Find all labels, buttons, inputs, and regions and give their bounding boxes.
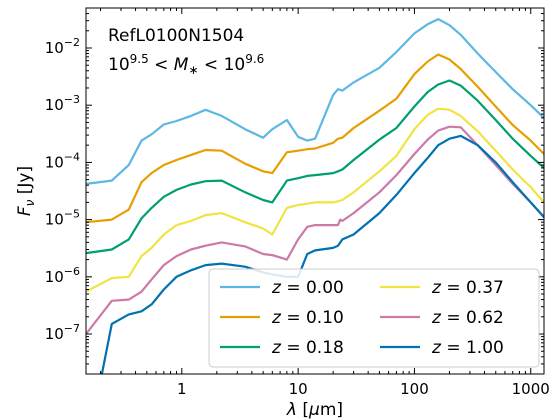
- legend-var: z: [431, 278, 442, 298]
- legend-var: z: [431, 338, 442, 358]
- annot-mid2: <: [199, 55, 224, 75]
- annot-base2: 10: [224, 55, 246, 75]
- x-label-open: [: [297, 400, 309, 420]
- x-tick-label: 100: [400, 380, 429, 398]
- annotation-line2: 109.5 < M∗ < 109.6: [108, 52, 264, 77]
- x-tick-label: 1: [177, 380, 187, 398]
- y-tick-label: 10−6: [45, 265, 80, 286]
- series-line-5: [100, 134, 544, 374]
- series-line-4: [86, 125, 544, 335]
- annot-sub: ∗: [188, 63, 198, 77]
- annot-base1: 10: [108, 55, 130, 75]
- y-tick-base: 10: [45, 268, 64, 286]
- annot-sym: M: [174, 55, 189, 75]
- series-line-0: [86, 18, 544, 185]
- annot-sup2: 9.6: [245, 52, 264, 66]
- y-tick-base: 10: [45, 39, 64, 57]
- legend-label-1: z = 0.10: [271, 308, 344, 328]
- x-tick-label: 1000: [512, 380, 550, 398]
- y-label-var: F: [15, 206, 35, 216]
- y-tick-label: 10−4: [45, 150, 80, 171]
- x-axis-label: λ [μm]: [286, 400, 343, 420]
- legend-value: = 1.00: [441, 338, 504, 358]
- x-tick-label: 10: [289, 380, 308, 398]
- legend-box: [208, 268, 540, 368]
- series-line-2: [86, 79, 544, 255]
- y-label-unit: [Jy]: [15, 166, 35, 200]
- legend-value: = 0.00: [281, 278, 344, 298]
- y-tick-label: 10−2: [45, 36, 80, 57]
- y-tick-label: 10−3: [45, 93, 80, 114]
- y-tick-exp: −7: [64, 322, 80, 335]
- legend-value: = 0.62: [441, 308, 504, 328]
- y-axis-label: Fν [Jy]: [15, 166, 37, 216]
- series-line-1: [86, 53, 544, 224]
- legend-value: = 0.37: [441, 278, 504, 298]
- annot-sup1: 9.5: [130, 52, 149, 66]
- x-label-close: m]: [320, 400, 343, 420]
- legend-label-0: z = 0.00: [271, 278, 344, 298]
- legend-var: z: [431, 308, 442, 328]
- y-tick-exp: −2: [64, 36, 80, 49]
- legend-var: z: [271, 338, 282, 358]
- annot-mid1: <: [149, 55, 174, 75]
- series-line-3: [86, 107, 544, 293]
- legend-var: z: [271, 278, 282, 298]
- legend-value: = 0.10: [281, 308, 344, 328]
- legend: z = 0.00z = 0.10z = 0.18z = 0.37z = 0.62…: [208, 268, 540, 368]
- x-label-mu: μ: [308, 400, 320, 420]
- legend-entries: z = 0.00z = 0.10z = 0.18z = 0.37z = 0.62…: [220, 278, 504, 358]
- legend-label-5: z = 1.00: [431, 338, 504, 358]
- x-label-var: λ: [286, 400, 297, 420]
- legend-value: = 0.18: [281, 338, 344, 358]
- y-tick-exp: −5: [64, 208, 80, 221]
- y-tick-base: 10: [45, 211, 64, 229]
- y-label-sub: ν: [23, 199, 37, 206]
- y-tick-exp: −3: [64, 93, 80, 106]
- y-tick-label: 10−5: [45, 208, 80, 229]
- y-tick-base: 10: [45, 325, 64, 343]
- legend-label-4: z = 0.62: [431, 308, 504, 328]
- legend-label-2: z = 0.18: [271, 338, 344, 358]
- y-tick-exp: −4: [64, 150, 80, 163]
- legend-label-3: z = 0.37: [431, 278, 504, 298]
- plot-frame: [85, 7, 545, 375]
- series-layer: [86, 18, 544, 374]
- y-tick-label: 10−7: [45, 322, 80, 343]
- legend-var: z: [271, 308, 282, 328]
- y-tick-exp: −6: [64, 265, 80, 278]
- annotation-line1: RefL0100N1504: [108, 26, 244, 46]
- y-tick-base: 10: [45, 153, 64, 171]
- y-tick-base: 10: [45, 96, 64, 114]
